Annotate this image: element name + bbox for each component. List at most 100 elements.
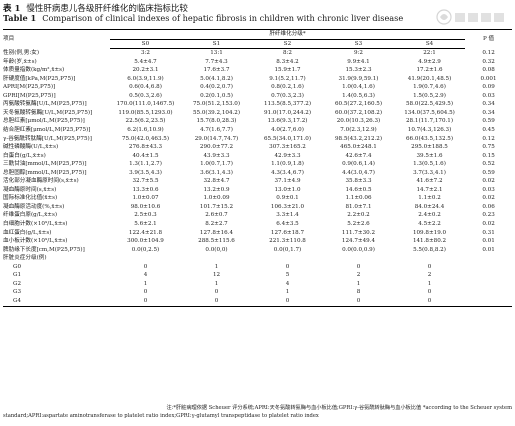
table-footnote: 注:*肝脏病理依据 Scheuer 评分系统;APRI:天冬氨酸转氨酶与血小板比…: [3, 404, 512, 420]
stage-value-cell: 0.8(0.2,1.6): [271, 84, 304, 91]
stage-value-cell: 9.9±4.1: [347, 58, 370, 65]
header-row-1: 项目 肝纤维化分级* P 值: [3, 28, 513, 49]
p-value-cell: 0.001: [480, 75, 497, 82]
stage-value-cell: 0.0(0,2.5): [131, 246, 160, 253]
stage-value-cell: 55.0(39.2,104.2): [192, 109, 241, 116]
stage-value-cell: 6.4±3.5: [276, 221, 299, 228]
stage-value-cell: 0: [252, 296, 323, 307]
stage-value-cell: 0.7(0.3,2.3): [271, 92, 304, 99]
stage-value-cell: 43.9±3.3: [203, 152, 230, 159]
p-value-cell: 0.45: [482, 127, 495, 134]
stage-value-cell: 0: [356, 263, 361, 270]
row-label: 肝硬度值[kPa,M(P25,P75)]: [3, 75, 76, 82]
row-label: APRI[M(P25,P75)]: [3, 84, 56, 91]
stage-value-cell: 7.0(2.3,12.9): [340, 127, 377, 134]
stage-value-cell: 17.2±1.6: [416, 67, 443, 74]
table-row: 国际标准化比值(x̄±s) 1.0±0.07 1.0±0.09 0.9±0.1 1.1±…: [3, 194, 512, 203]
table-row: 丙氨酸转氨酶[U/L,M(P25,P75)] 170.0(111.0,1467.5…: [3, 100, 512, 109]
table-row: 白蛋白(g/L,x̄±s) 40.4±1.5 43.9±3.3 42.9±3.3 42.…: [3, 152, 512, 161]
stage-value-cell: 1.4(0.5,6.3): [342, 92, 375, 99]
stage-value-cell: 13.0±1.0: [274, 186, 301, 193]
p-value-cell: [465, 254, 512, 263]
footnote-line-2: standard;APRI:aspartate aminotransferase…: [3, 413, 319, 419]
stage-value-cell: 0.0(0.0,0.9): [342, 246, 375, 253]
row-label: 性别(例,男:女): [3, 49, 39, 56]
footnote-line-1: 注:*肝脏病理依据 Scheuer 评分系统;APRI:天冬氨酸转氨酶与血小板比…: [166, 405, 512, 411]
row-label: 三酰甘油[mmol/L,M(P25,P75)]: [3, 161, 87, 168]
stage-value-cell: 113.5(8.5,377.2): [263, 101, 312, 108]
stage-value-cell: 0.4(0.2,0.7): [200, 84, 233, 91]
p-value-cell: 0.59: [482, 169, 495, 176]
stage-value-cell: 8:2: [282, 50, 292, 57]
stage-value-cell: [323, 254, 394, 263]
row-label: 体质量指数(kg/m²,x̄±s): [3, 67, 65, 74]
p-value-cell: 0.03: [482, 186, 495, 193]
p-value-cell: 0.02: [482, 178, 495, 185]
stage-value-cell: [181, 254, 252, 263]
stage-value-cell: 22.5(6.2,23.5): [125, 118, 166, 125]
stage-value-cell: 41.9(20.1,48.5): [407, 75, 452, 82]
table-row: 肝脏炎症分级(例): [3, 254, 512, 263]
stage-value-cell: 1.1±0.06: [345, 195, 372, 202]
stage-value-cell: 13:1: [210, 50, 223, 57]
stage-value-cell: 0.5(0.3,2.6): [129, 92, 162, 99]
p-value-cell: 0.23: [482, 212, 495, 219]
table-row: 总胆固醇[mmol/L,M(P25,P75)] 3.9(3.5,4.3) 3.6(3…: [3, 169, 512, 178]
stage-value-cell: 22:1: [423, 50, 436, 57]
table-title-en: Comparison of clinical indexes of hepati…: [42, 13, 404, 23]
p-value-cell: 0.02: [482, 195, 495, 202]
stage-value-cell: 5.4±4.7: [134, 58, 157, 65]
stage-value-cell: 91.0(17.0,244.2): [263, 109, 312, 116]
table-row: 天冬氨酸转氨酶[U/L,M(P25,P75)] 119.0(85.5,1293.0…: [3, 109, 512, 118]
stage-value-cell: 1.0±0.07: [132, 195, 159, 202]
row-label: 结合胆红素[μmol/L,M(P25,P75)]: [3, 127, 91, 134]
row-label: G4: [3, 296, 110, 307]
stage-value-cell: 17.6±3.7: [203, 67, 230, 74]
row-label: 凝血酶原活动度(%,x̄±s): [3, 203, 65, 210]
stage-value-cell: 14.6±0.5: [345, 186, 372, 193]
p-value-cell: 0.32: [482, 58, 495, 65]
p-value-cell: [465, 271, 512, 280]
p-value-cell: 0.12: [482, 135, 495, 142]
p-value-cell: 0.03: [482, 92, 495, 99]
row-label: 活化部分凝血酶原时间(s,x̄±s): [3, 178, 79, 185]
stage-value-cell: 1: [427, 280, 432, 287]
row-label: G2: [13, 280, 22, 287]
stage-value-cell: [394, 254, 465, 263]
table-row: 血小板计数(×10⁹/L,x̄±s) 300.0±104.9 288.5±115.6…: [3, 237, 512, 246]
stage-value-cell: 8.2±2.7: [205, 221, 228, 228]
stage-value-cell: 295.0±188.5: [411, 144, 448, 151]
stage-value-cell: 1.1±0.2: [418, 195, 441, 202]
stage-value-cell: 5.5(0.8,8.2): [413, 246, 446, 253]
stage-value-cell: 40.4±1.5: [132, 152, 159, 159]
table-row: 性别(例,男:女) 3:2 13:1 8:2 9:2 22:1 0.12: [3, 49, 512, 58]
stage-value-cell: 42.9±3.3: [274, 152, 301, 159]
stage-value-cell: 66.0(43.5,132.5): [405, 135, 454, 142]
p-value-header: P 值: [465, 28, 513, 49]
stage-value-cell: 65.5(34.0,171.0): [263, 135, 312, 142]
stage-value-cell: 134.0(37.5,604.5): [404, 109, 455, 116]
stage-value-cell: 3.3±1.4: [276, 212, 299, 219]
p-value-cell: [465, 263, 512, 272]
stage-header: S2: [252, 39, 323, 50]
table-row: G2 1 1 4 1 1: [3, 280, 512, 289]
stage-value-cell: 2: [427, 272, 432, 279]
stage-value-cell: 5.0(4.1,8.2): [200, 75, 233, 82]
stage-value-cell: 1.0(0.7,1.7): [200, 161, 233, 168]
p-value-cell: 0.06: [482, 203, 495, 210]
row-label: 总胆固醇[mmol/L,M(P25,P75)]: [3, 169, 87, 176]
watermark-logo-icon: [436, 9, 504, 25]
stage-value-cell: 32.8±4.7: [203, 178, 230, 185]
row-label: 国际标准化比值(x̄±s): [3, 195, 58, 202]
row-label: GPRI[M(P25,P75)]: [3, 92, 56, 99]
row-label: G3: [13, 289, 22, 296]
table-row: 结合胆红素[μmol/L,M(P25,P75)] 6.2(1.6,10.9) 4.7…: [3, 126, 512, 135]
stage-value-cell: 42.6±7.4: [345, 152, 372, 159]
clinical-index-table: 项目 肝纤维化分级* P 值 S0 S1 S2 S3 S4 性别(例,男:女) 3…: [3, 28, 513, 307]
stage-value-cell: 0: [285, 263, 290, 270]
stage-value-cell: 3.9(3.5,4.3): [129, 169, 162, 176]
stage-value-cell: 39.5±1.6: [416, 152, 443, 159]
stage-value-cell: 111.7±30.2: [341, 229, 376, 236]
stage-value-cell: 1.1(0.9,1.8): [271, 161, 304, 168]
